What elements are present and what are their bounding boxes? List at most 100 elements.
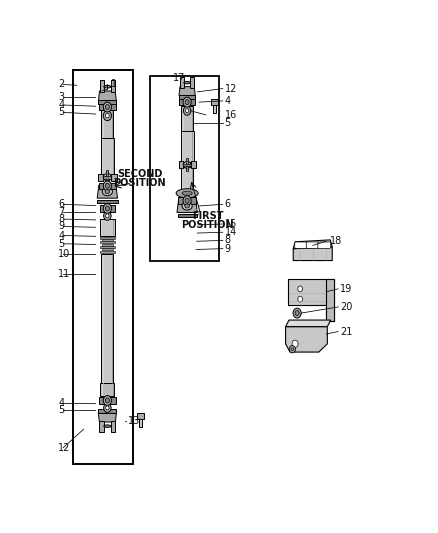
Circle shape [298, 296, 303, 302]
Ellipse shape [184, 82, 191, 84]
Bar [74, 70, 133, 464]
Circle shape [298, 286, 303, 292]
Polygon shape [288, 279, 334, 321]
Ellipse shape [185, 204, 190, 208]
Polygon shape [286, 327, 327, 352]
Ellipse shape [176, 189, 198, 198]
Text: 16: 16 [224, 110, 237, 120]
Text: 5: 5 [58, 239, 64, 249]
Circle shape [103, 111, 111, 120]
Polygon shape [111, 421, 115, 432]
Bar [181, 106, 193, 132]
Text: SECOND: SECOND [117, 169, 162, 179]
Bar [137, 413, 144, 418]
Bar [179, 99, 195, 106]
Text: 6: 6 [58, 199, 64, 209]
Ellipse shape [182, 191, 192, 195]
Circle shape [104, 403, 111, 413]
Circle shape [105, 104, 110, 109]
Circle shape [106, 406, 109, 410]
Text: 10: 10 [58, 248, 71, 259]
Text: 4: 4 [224, 96, 230, 106]
Polygon shape [179, 161, 184, 168]
Polygon shape [190, 77, 194, 88]
Bar [212, 105, 216, 113]
Circle shape [185, 109, 189, 113]
Circle shape [183, 196, 191, 206]
Text: 15: 15 [224, 219, 237, 229]
Polygon shape [99, 80, 104, 92]
Text: POSITION: POSITION [181, 220, 234, 230]
Text: 8: 8 [224, 236, 230, 245]
Bar [100, 246, 115, 248]
Bar [103, 176, 111, 179]
Bar [150, 76, 219, 261]
Bar [181, 167, 193, 189]
Text: 17: 17 [173, 73, 185, 83]
Text: 5: 5 [224, 118, 231, 128]
Bar [101, 138, 114, 175]
Polygon shape [293, 240, 332, 249]
Ellipse shape [184, 161, 191, 168]
Polygon shape [179, 87, 195, 95]
Text: 19: 19 [340, 284, 352, 294]
Circle shape [184, 106, 191, 115]
Polygon shape [97, 185, 117, 198]
Circle shape [185, 198, 189, 203]
Bar [102, 244, 113, 246]
Bar [100, 219, 115, 236]
Polygon shape [191, 161, 196, 168]
Bar [99, 397, 116, 404]
Polygon shape [111, 80, 115, 92]
Circle shape [106, 214, 109, 218]
Bar [186, 158, 188, 171]
Bar [100, 383, 114, 397]
Circle shape [105, 183, 110, 188]
FancyBboxPatch shape [306, 242, 319, 248]
Text: 8: 8 [58, 214, 64, 224]
Bar [179, 95, 195, 99]
Polygon shape [325, 279, 334, 321]
Text: 1: 1 [111, 79, 117, 90]
Ellipse shape [103, 174, 112, 181]
Circle shape [185, 100, 189, 104]
Bar [98, 409, 117, 413]
FancyBboxPatch shape [295, 242, 307, 248]
Bar [181, 131, 194, 163]
Polygon shape [98, 174, 103, 181]
Bar [184, 164, 191, 166]
Text: 3: 3 [58, 92, 64, 102]
Bar [100, 251, 115, 253]
Text: 9: 9 [58, 222, 64, 231]
Circle shape [105, 398, 110, 403]
Text: 11: 11 [58, 269, 71, 279]
Text: 13: 13 [128, 416, 140, 426]
Ellipse shape [182, 202, 192, 210]
Bar [102, 239, 113, 241]
Text: 12: 12 [224, 84, 237, 94]
Circle shape [291, 348, 294, 351]
Ellipse shape [104, 425, 111, 427]
Bar [102, 248, 113, 251]
Text: 18: 18 [330, 236, 342, 246]
Circle shape [290, 345, 295, 353]
Polygon shape [99, 421, 104, 432]
Text: 4: 4 [58, 100, 64, 110]
Text: 20: 20 [340, 302, 352, 312]
Polygon shape [99, 91, 117, 101]
Polygon shape [293, 247, 332, 261]
Bar [97, 200, 117, 203]
Polygon shape [286, 320, 331, 327]
Text: 21: 21 [340, 327, 352, 336]
Bar [101, 254, 113, 384]
Bar [100, 237, 115, 239]
Bar [106, 171, 109, 184]
Circle shape [103, 395, 111, 406]
Circle shape [293, 308, 301, 318]
Polygon shape [111, 174, 117, 181]
Bar [99, 183, 116, 189]
Circle shape [103, 181, 111, 191]
Text: 4: 4 [58, 230, 64, 240]
Circle shape [295, 311, 299, 316]
Text: 6: 6 [224, 199, 230, 209]
